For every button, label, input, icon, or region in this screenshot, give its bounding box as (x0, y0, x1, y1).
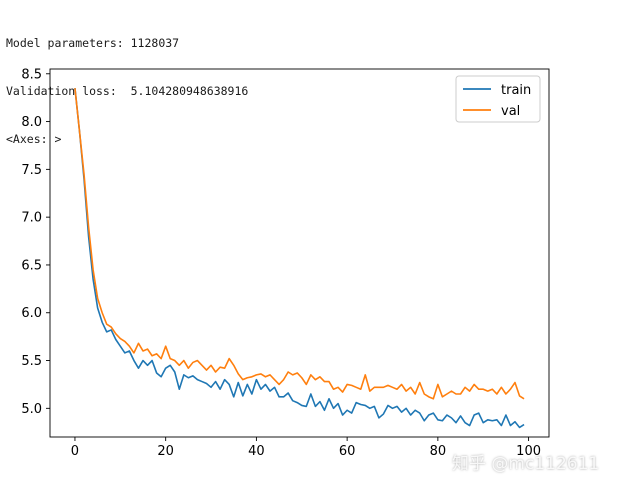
series-lines (74, 88, 525, 429)
x-tick-label: 20 (157, 444, 174, 459)
plot-frame (49, 68, 550, 438)
output-line-model-parameters: Model parameters: 1128037 (6, 36, 180, 50)
y-tick-label: 5.0 (21, 402, 42, 417)
x-tick-label: 40 (248, 444, 265, 459)
y-tick-label: 6.0 (21, 306, 42, 321)
watermark-text: 知乎 @mc112611 (452, 454, 600, 474)
y-tick-label: 5.5 (21, 354, 42, 369)
output-line-validation-loss: Validation loss: 5.104280948638916 (6, 84, 249, 98)
y-tick-label: 7.0 (21, 211, 42, 226)
y-tick-label: 8.5 (21, 67, 42, 82)
output-text-area: Model parameters: 1128037 Validation los… (6, 3, 248, 163)
y-tick-label: 6.5 (21, 258, 42, 273)
x-tick-label: 100 (516, 444, 541, 459)
series-line-val (74, 88, 525, 400)
legend: train val (455, 75, 541, 123)
y-tick-label: 8.0 (21, 115, 42, 130)
output-line-axes-repr: <Axes: > (6, 132, 62, 146)
series-line-train (74, 88, 525, 429)
axes: 0 20 40 60 80 100 5.0 5.5 6.0 6.5 7.0 7.5 8.0 8.5 (21, 67, 550, 459)
x-tick-label: 60 (339, 444, 356, 459)
x-tick-label: 80 (430, 444, 447, 459)
x-tick-label: 0 (71, 444, 79, 459)
legend-label-train: train (501, 83, 531, 98)
y-tick-label: 7.5 (21, 163, 42, 178)
legend-label-val: val (501, 104, 520, 119)
